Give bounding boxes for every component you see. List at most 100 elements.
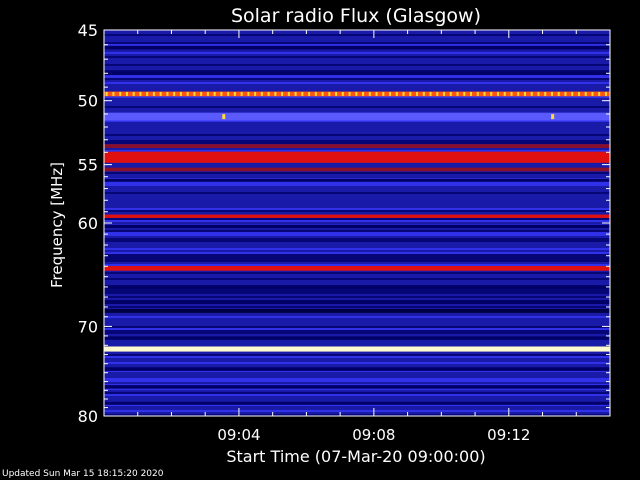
texture-stripe [104, 208, 610, 210]
interference-dot [362, 91, 365, 96]
interference-dot [537, 91, 540, 96]
interference-dot [443, 91, 446, 96]
plot-area [103, 29, 611, 417]
frequency-band [104, 385, 610, 389]
texture-stripe [104, 384, 610, 386]
interference-dot [429, 91, 432, 96]
texture-stripe [104, 414, 610, 416]
texture-stripe [104, 394, 610, 396]
texture-stripe [104, 306, 610, 308]
interference-dot [557, 91, 560, 96]
texture-stripe [104, 70, 610, 72]
texture-stripe [104, 96, 610, 98]
frequency-band [104, 167, 610, 172]
x-axis-label: Start Time (07-Mar-20 09:00:00) [226, 447, 485, 466]
interference-dot [449, 91, 452, 96]
texture-stripe [104, 316, 610, 318]
interference-dot [152, 91, 155, 96]
interference-dot [591, 91, 594, 96]
interference-dot [470, 91, 473, 96]
texture-stripe [104, 134, 610, 136]
interference-dot [523, 91, 526, 96]
texture-stripe [104, 388, 610, 390]
interference-dot [416, 91, 419, 96]
texture-stripe [104, 192, 610, 194]
interference-dot [186, 91, 189, 96]
x-tick-label: 09:12 [487, 426, 530, 444]
interference-dot [119, 91, 122, 96]
interference-dot [112, 91, 115, 96]
interference-dot [510, 91, 513, 96]
texture-stripe [104, 44, 610, 46]
texture-stripe [104, 172, 610, 174]
x-tick-label: 09:04 [217, 426, 260, 444]
texture-stripe [104, 78, 610, 80]
interference-dot [105, 91, 108, 96]
frequency-band [104, 367, 610, 371]
texture-stripe [104, 248, 610, 250]
interference-dot [604, 91, 607, 96]
frequency-band [104, 178, 610, 182]
y-tick-label: 45 [78, 21, 98, 40]
interference-dot [382, 91, 385, 96]
texture-stripe [104, 392, 610, 394]
frequency-band [104, 151, 610, 163]
frequency-band [104, 300, 610, 305]
interference-dot [301, 91, 304, 96]
interference-dot [483, 91, 486, 96]
texture-stripe [104, 404, 610, 406]
interference-dot [544, 91, 547, 96]
texture-stripe [104, 370, 610, 372]
frequency-band [104, 144, 610, 148]
texture-stripe [104, 210, 610, 212]
y-axis-label: Frequency [MHz] [48, 162, 66, 288]
interference-dot [530, 91, 533, 96]
interference-dot [132, 91, 135, 96]
frequency-band [104, 401, 610, 405]
texture-stripe [104, 258, 610, 260]
interference-dot [335, 91, 338, 96]
interference-dot [584, 91, 587, 96]
interference-dot [281, 91, 284, 96]
texture-stripe [104, 264, 610, 266]
texture-stripe [104, 142, 610, 144]
texture-stripe [104, 332, 610, 334]
interference-dot [247, 91, 250, 96]
interference-dot [206, 91, 209, 96]
texture-stripe [104, 238, 610, 240]
interference-dot [409, 91, 412, 96]
texture-stripe [104, 240, 610, 242]
interference-dot [200, 91, 203, 96]
interference-dot [456, 91, 459, 96]
texture-stripe [104, 34, 610, 36]
frequency-band [104, 45, 610, 50]
texture-stripe [104, 234, 610, 236]
interference-dot [577, 91, 580, 96]
radio-spike [222, 114, 226, 120]
interference-dot [348, 91, 351, 96]
interference-dot [490, 91, 493, 96]
interference-dot [159, 91, 162, 96]
texture-stripe [104, 354, 610, 356]
interference-dot [267, 91, 270, 96]
interference-dot [503, 91, 506, 96]
interference-dot [368, 91, 371, 96]
frequency-band [104, 336, 610, 340]
texture-stripe [104, 256, 610, 258]
interference-dot [496, 91, 499, 96]
spectrogram-background [104, 30, 610, 416]
texture-stripe [104, 184, 610, 186]
texture-stripe [104, 356, 610, 358]
texture-stripe [104, 106, 610, 108]
interference-dot [328, 91, 331, 96]
frequency-band [104, 308, 610, 313]
texture-stripe [104, 182, 610, 184]
y-tick-label: 80 [78, 407, 98, 426]
interference-dot [564, 91, 567, 96]
interference-dot [395, 91, 398, 96]
chart-title: Solar radio Flux (Glasgow) [231, 5, 481, 27]
texture-stripe [104, 290, 610, 292]
texture-stripe [104, 260, 610, 262]
interference-dot [436, 91, 439, 96]
